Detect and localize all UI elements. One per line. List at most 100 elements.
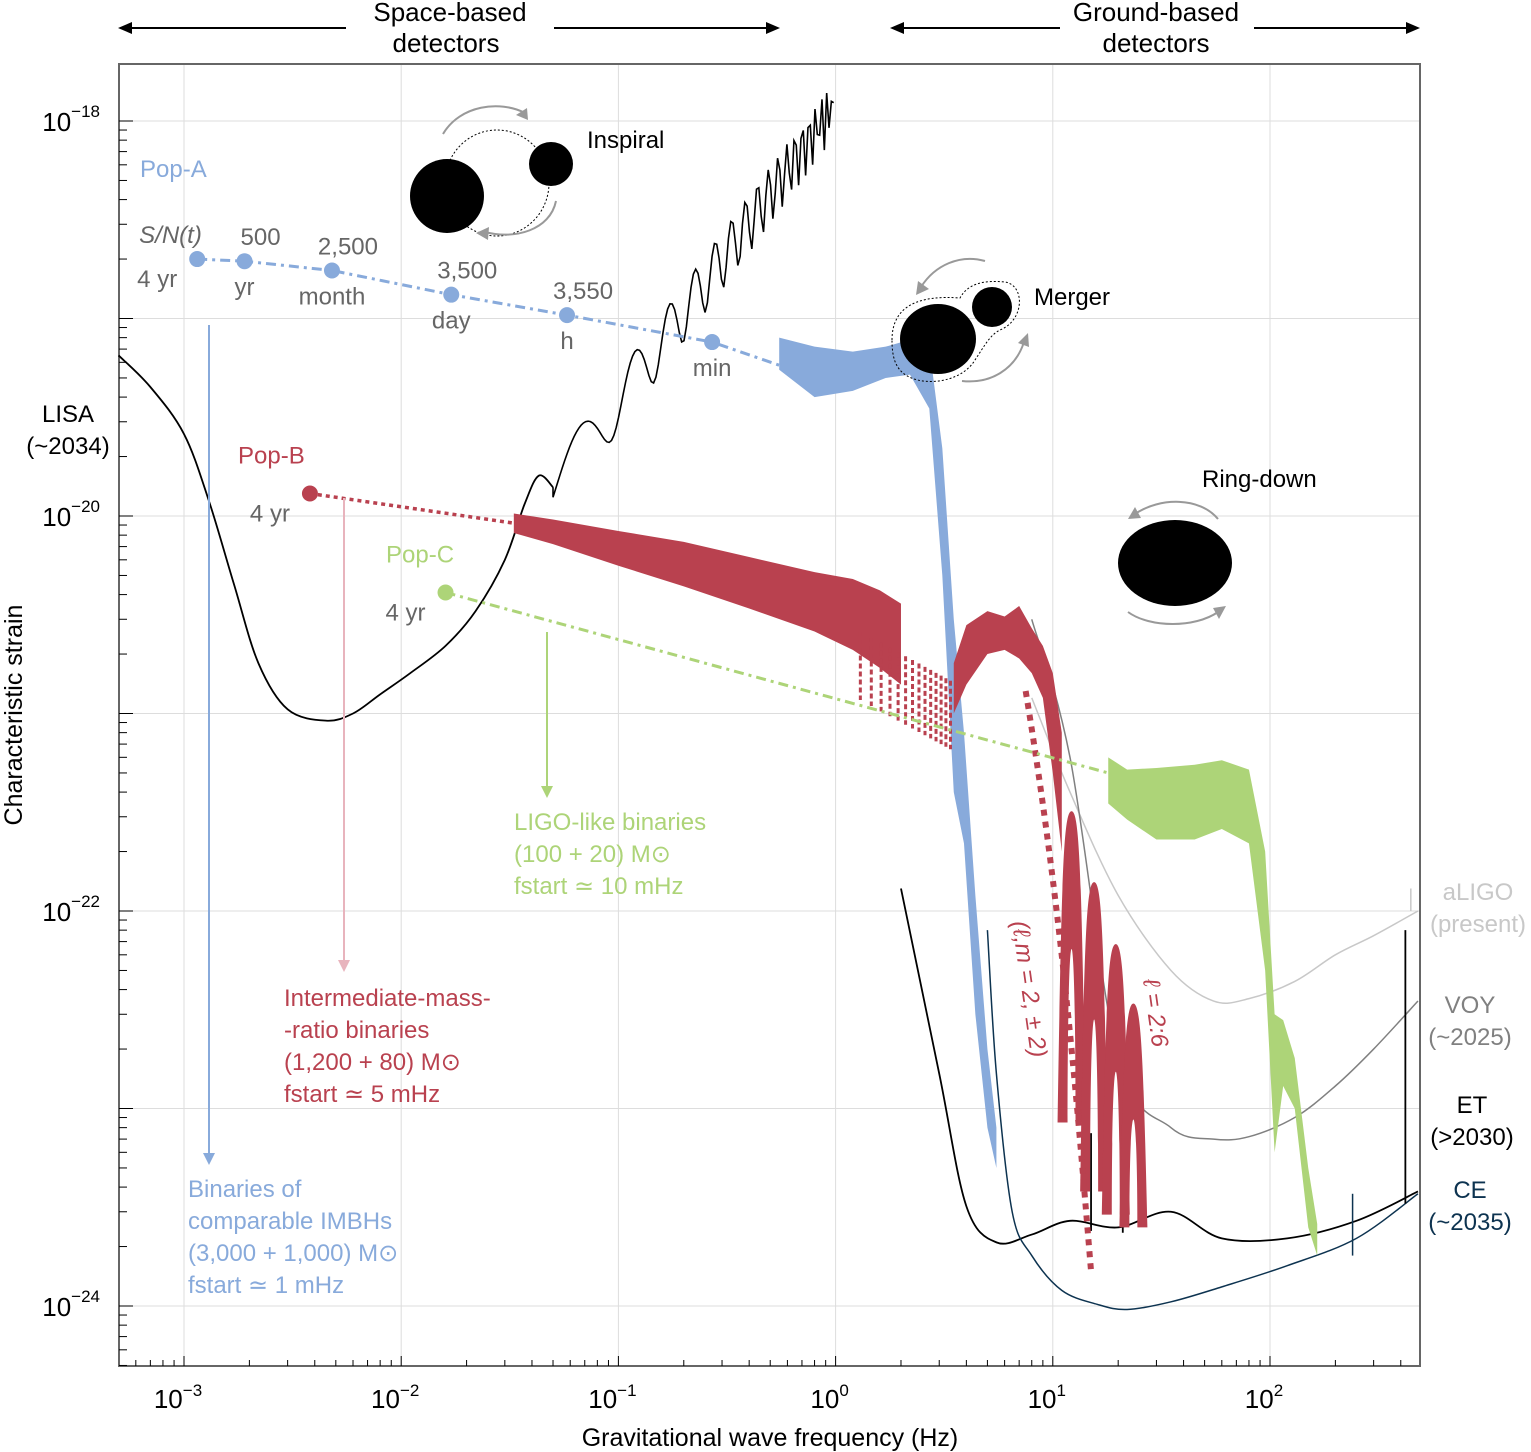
detector-sub-label: (~2025) xyxy=(1428,1024,1511,1051)
ground-header-line2: detectors xyxy=(1103,28,1210,58)
x-axis-title: Gravitational wave frequency (Hz) xyxy=(582,1424,959,1452)
population-description-line: (100 + 20) M⊙ xyxy=(514,841,671,868)
y-tick-base: 10 xyxy=(42,502,71,532)
higher-mode-label: ℓ = 2:6 xyxy=(1137,976,1173,1049)
signal-tracks xyxy=(513,337,1318,1272)
populations: Pop-A 4 yr S/N(t) yr 500 month 2,500 day 3,500 h 3… xyxy=(137,156,1109,1299)
pop-b-inspiral-band xyxy=(513,513,901,685)
detector-sub-label: (~2035) xyxy=(1428,1209,1511,1236)
track-point xyxy=(437,584,454,601)
snr-label: 3,500 xyxy=(437,258,497,285)
x-tick-label: 10−3 xyxy=(154,1381,202,1414)
ground-header-line1: Ground-based xyxy=(1073,0,1239,27)
x-tick-exp: −2 xyxy=(400,1381,419,1400)
merger-arrow-top-icon xyxy=(920,257,986,288)
track-point xyxy=(704,334,721,351)
labels: Inspiral Merger Ring-down LISA (~2034) aLIGO (… xyxy=(26,127,1526,1236)
y-tick-base: 10 xyxy=(42,1292,71,1322)
merger-outline-icon xyxy=(891,280,1020,382)
detector-label: VOY xyxy=(1445,992,1496,1019)
track-point xyxy=(443,286,460,303)
time-label: h xyxy=(560,328,573,355)
plot-frame xyxy=(118,63,1421,1367)
population-description-line: fstart ≃ 10 mHz xyxy=(514,873,683,900)
x-tick-base: 10 xyxy=(1245,1384,1274,1414)
detector-label: aLIGO xyxy=(1443,879,1514,906)
y-tick-base: 10 xyxy=(42,897,71,927)
merger-arrow-bottom-icon xyxy=(961,341,1025,383)
detector-curves xyxy=(117,92,1419,1311)
y-tick-exp: −18 xyxy=(71,102,100,121)
y-tick-label: 10−24 xyxy=(42,1287,100,1322)
drop-arrow-head xyxy=(203,1153,215,1165)
x-tick-label: 102 xyxy=(1245,1381,1283,1414)
x-tick-base: 10 xyxy=(810,1384,839,1414)
detector-curve-voy xyxy=(1031,619,1419,1141)
population-name-label: Pop-B xyxy=(238,442,305,469)
space-header-line2: detectors xyxy=(393,28,500,58)
phase-label: Inspiral xyxy=(587,127,664,154)
detector-label: CE xyxy=(1453,1177,1486,1204)
time-label: day xyxy=(432,308,471,335)
pop-b-ringdown-lobe xyxy=(1057,811,1086,1123)
inspiral-arrowhead-top-icon xyxy=(516,108,528,120)
detector-curve-lisa-wiggle xyxy=(552,92,835,498)
population-description-line: comparable IMBHs xyxy=(188,1208,392,1235)
population-description-line: Binaries of xyxy=(188,1176,302,1203)
x-tick-base: 10 xyxy=(1028,1384,1057,1414)
header-ground-based: Ground-based detectors xyxy=(890,0,1420,58)
time-label: yr xyxy=(235,274,255,301)
pop-c-merger-band xyxy=(1108,757,1318,1256)
population-description-line: LIGO-like binaries xyxy=(514,809,706,836)
inspiral-orbit-icon xyxy=(444,129,550,237)
detector-label: LISA xyxy=(42,401,94,428)
space-arrow-left-head xyxy=(118,22,132,34)
space-header-line1: Space-based xyxy=(373,0,526,27)
ringdown-arrow-top-icon xyxy=(1134,500,1219,520)
phase-cartoons xyxy=(410,105,1232,625)
snr-label: 2,500 xyxy=(318,233,378,260)
merger-small-bh-icon xyxy=(972,287,1012,327)
x-tick-base: 10 xyxy=(588,1384,617,1414)
x-tick-label: 10−1 xyxy=(588,1381,636,1414)
ringdown-arrow-bottom-icon xyxy=(1127,611,1219,625)
grid xyxy=(119,64,1420,1366)
y-tick-exp: −22 xyxy=(71,892,100,911)
y-tick-label: 10−18 xyxy=(42,102,100,137)
y-tick-label: 10−22 xyxy=(42,892,100,927)
y-tick-base: 10 xyxy=(42,107,71,137)
ringdown-arrowhead-top-icon xyxy=(1128,507,1141,519)
pop-b-merger-band xyxy=(953,606,1062,852)
merger-arrowhead-top-icon xyxy=(916,281,929,295)
track-point xyxy=(559,307,576,324)
detector-sub-label: (~2034) xyxy=(26,433,109,460)
population-description-line: Intermediate-mass- xyxy=(284,985,491,1012)
detector-curve-ce xyxy=(986,930,1419,1311)
space-arrow-right-head xyxy=(766,22,780,34)
track-point xyxy=(323,262,340,279)
inspiral-arrow-bottom-icon xyxy=(484,200,557,236)
x-tick-exp: 0 xyxy=(839,1381,848,1400)
dominant-mode-label: (ℓ,m = 2, ± 2) xyxy=(1006,919,1052,1059)
detector-sub-label: (present) xyxy=(1430,911,1526,938)
time-label: min xyxy=(693,355,732,382)
x-tick-label: 101 xyxy=(1028,1381,1066,1414)
track-point xyxy=(301,485,318,502)
x-tick-exp: −3 xyxy=(183,1381,202,1400)
phase-label: Ring-down xyxy=(1202,466,1317,493)
inspiral-arrowhead-bottom-icon xyxy=(476,227,489,240)
y-tick-label: 10−20 xyxy=(42,497,100,532)
axes: 10−3 10−2 10−1 100 101 10210−1810−2010−2210−2… xyxy=(0,63,1421,1452)
pop-b-ringdown-lobe xyxy=(1119,1003,1148,1228)
detector-label: ET xyxy=(1457,1092,1488,1119)
merger-arrowhead-bottom-icon xyxy=(1018,333,1029,347)
ringdown-arrowhead-bottom-icon xyxy=(1213,606,1226,619)
track-point xyxy=(236,253,253,270)
x-tick-exp: 1 xyxy=(1057,1381,1066,1400)
time-label: 4 yr xyxy=(137,266,177,293)
x-tick-label: 10−2 xyxy=(371,1381,419,1414)
population-description-line: -ratio binaries xyxy=(284,1017,429,1044)
track-point xyxy=(189,251,206,268)
x-tick-base: 10 xyxy=(154,1384,183,1414)
